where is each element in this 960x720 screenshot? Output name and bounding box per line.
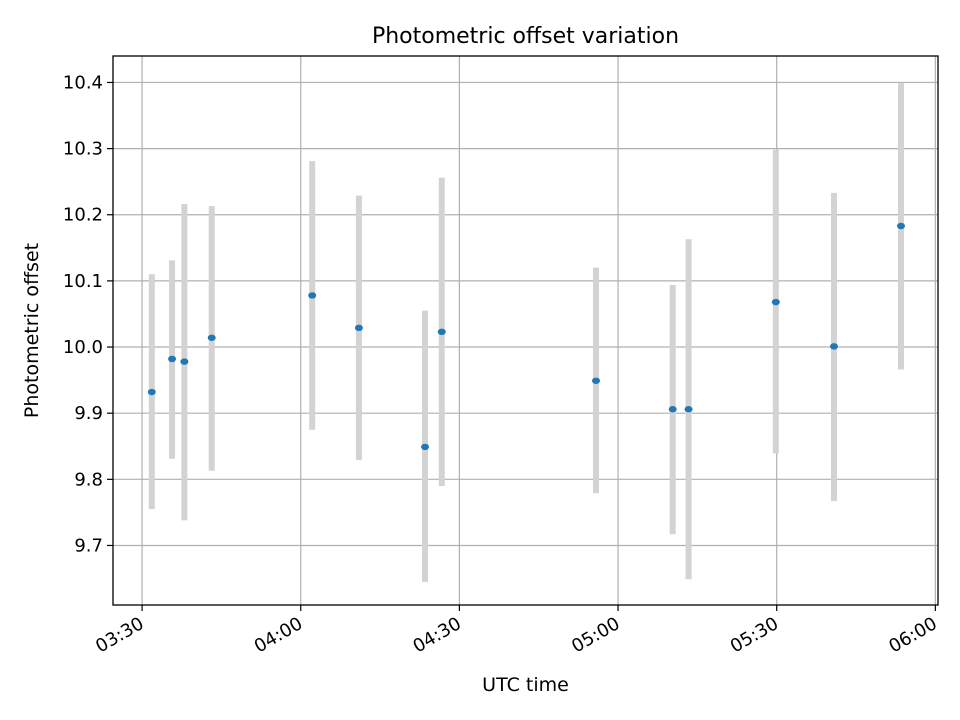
y-tick-label: 10.2 [63,205,103,226]
data-point [207,334,216,341]
y-tick-label: 9.8 [74,469,103,490]
y-tick-label: 9.7 [74,535,103,556]
data-point [180,358,189,365]
y-tick-label: 9.9 [74,403,103,424]
data-point [147,388,156,396]
y-tick-label: 10.0 [63,337,103,358]
data-point [421,443,430,451]
y-axis-ticks: 9.7 9.8 9.9 10.0 10.1 10.2 10.3 10.4 [63,72,113,556]
data-points [147,222,905,451]
y-tick-label: 10.4 [63,72,103,93]
y-tick-label: 10.3 [63,139,103,160]
y-axis-label: Photometric offset [21,243,43,418]
data-point [437,328,446,336]
data-point [829,343,838,350]
data-point [354,324,363,332]
data-point [896,222,905,230]
data-point [308,292,317,299]
data-point [592,377,601,384]
data-point [771,298,780,306]
data-point [684,406,693,413]
plot-frame [112,55,939,606]
chart-title: Photometric offset variation [372,24,679,49]
data-point [668,406,677,413]
data-point [168,355,177,363]
y-tick-label: 10.1 [63,271,103,292]
x-axis-label: UTC time [482,674,569,696]
